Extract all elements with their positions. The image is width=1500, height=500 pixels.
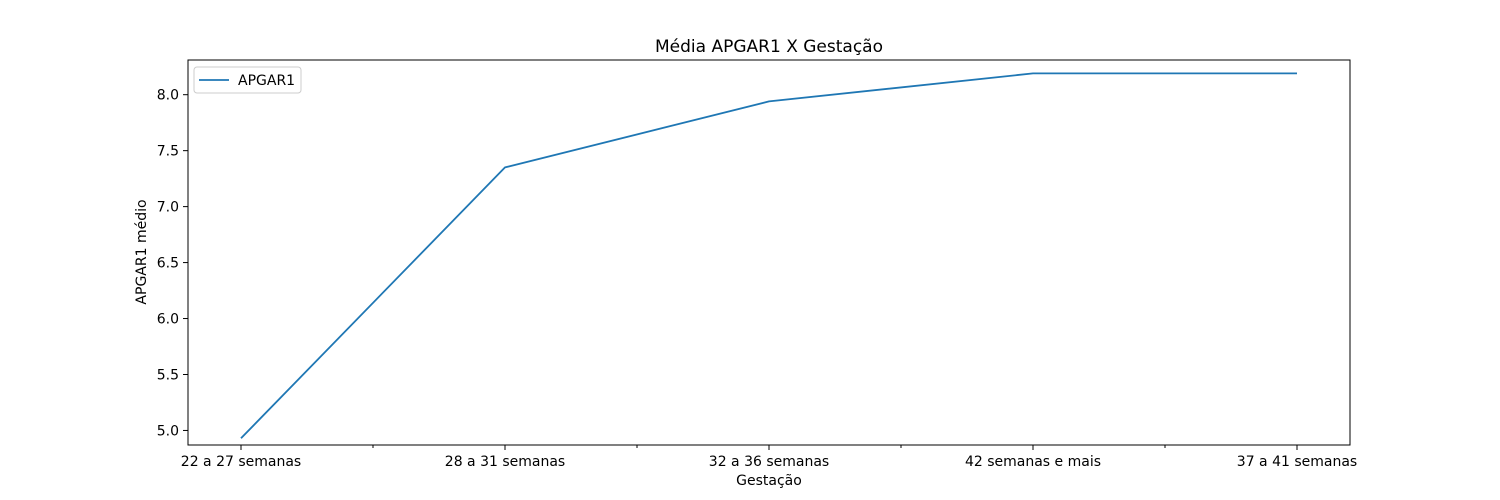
x-tick-label: 42 semanas e mais (965, 454, 1101, 470)
x-tick-label: 37 a 41 semanas (1237, 454, 1357, 470)
y-tick-label: 5.5 (157, 367, 179, 383)
y-tick-label: 8.0 (157, 88, 179, 104)
y-tick-label: 7.0 (157, 200, 179, 216)
x-tick-label: 22 a 27 semanas (181, 454, 301, 470)
series-layer (240, 72, 1297, 439)
y-tick-label: 6.5 (157, 256, 179, 272)
x-tick-label: 28 a 31 semanas (445, 454, 565, 470)
y-tick-label: 6.0 (157, 312, 179, 328)
x-axis-title: Gestação (736, 473, 802, 489)
y-tick-label: 5.0 (157, 423, 179, 439)
x-axis-ticks: 22 a 27 semanas 28 a 31 semanas 32 a 36 se… (181, 445, 1357, 470)
y-axis-ticks: 5.0 5.5 6.0 6.5 7.0 7.5 8.0 (157, 88, 188, 439)
legend: APGAR1 (193, 66, 302, 94)
y-tick-label: 7.5 (157, 144, 179, 160)
plot-background (188, 60, 1350, 445)
legend-label: APGAR1 (238, 73, 295, 89)
plot-frame (187, 59, 1351, 446)
chart-title: Média APGAR1 X Gestação (655, 37, 883, 57)
y-axis-title: APGAR1 médio (134, 199, 150, 304)
x-tick-label: 32 a 36 semanas (709, 454, 829, 470)
series-line-apgar1 (240, 72, 1297, 439)
legend-box (193, 66, 302, 94)
